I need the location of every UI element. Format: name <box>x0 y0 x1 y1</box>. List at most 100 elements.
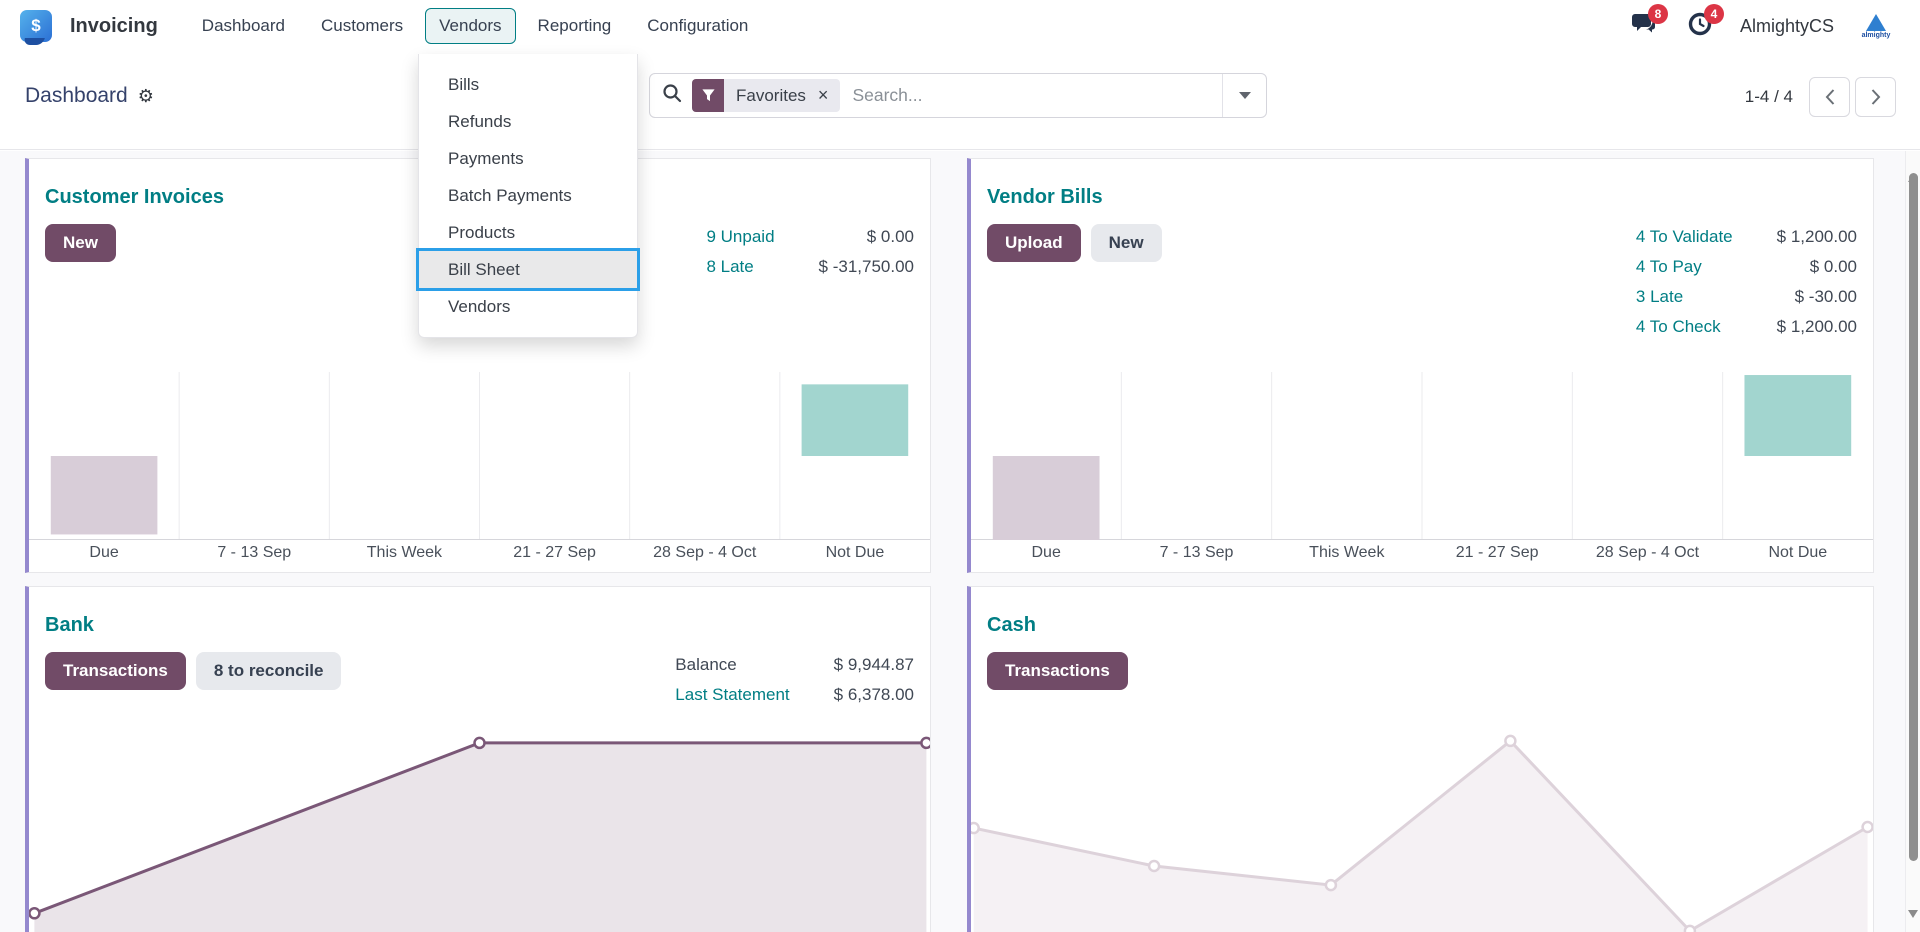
chart-category-label: This Week <box>366 544 443 561</box>
gear-icon[interactable]: ⚙ <box>137 85 154 106</box>
cash-data-point[interactable] <box>1324 878 1338 892</box>
new-bill-button[interactable]: New <box>1090 224 1162 262</box>
bank-balance-chart[interactable] <box>29 736 930 932</box>
filter-icon <box>692 79 724 112</box>
vendor-bills-chart-svg <box>971 372 1873 540</box>
chart-category-label: 21 - 27 Sep <box>1455 544 1539 561</box>
vendors-dropdown-menu: Bills Refunds Payments Batch Payments Pr… <box>418 54 638 338</box>
favorites-filter-chip[interactable]: Favorites × <box>692 79 841 112</box>
almighty-logo-icon <box>1866 13 1886 31</box>
cash-data-point[interactable] <box>1147 859 1161 873</box>
customer-invoices-chart[interactable]: Due 7 - 13 Sep This Week 21 - 27 Sep 28 Sep … <box>29 372 930 566</box>
cash-chart-svg <box>971 734 1873 932</box>
late-invoices-amount: $ -31,750.00 <box>818 257 914 276</box>
bank-transactions-button[interactable]: Transactions <box>45 652 186 690</box>
invoicing-app-icon[interactable]: $ <box>20 10 52 42</box>
late-bills-link[interactable]: 3 Late <box>1635 287 1684 306</box>
chart-category-label: 28 Sep - 4 Oct <box>653 544 757 561</box>
app-name[interactable]: Invoicing <box>70 14 158 37</box>
activities-button[interactable]: 4 <box>1684 4 1724 41</box>
last-statement-amount: $ 6,378.00 <box>833 685 914 704</box>
unpaid-invoices-link[interactable]: 9 Unpaid <box>706 227 775 246</box>
chart-category-label: This Week <box>1309 544 1385 561</box>
menu-item-bill-sheet[interactable]: Bill Sheet <box>419 251 637 288</box>
menu-item-bills[interactable]: Bills <box>448 75 480 94</box>
nav-item-customers[interactable]: Customers <box>320 16 404 35</box>
cash-balance-chart[interactable] <box>971 721 1873 932</box>
messages-button[interactable]: 8 <box>1628 4 1668 41</box>
scrollbar-thumb[interactable] <box>1909 173 1918 861</box>
search-options-toggle[interactable] <box>1222 74 1266 117</box>
card-title-bank[interactable]: Bank <box>45 614 94 636</box>
scrollbar-up-icon[interactable] <box>1908 157 1919 182</box>
menu-item-payments[interactable]: Payments <box>448 149 524 168</box>
to-check-amount: $ 1,200.00 <box>1776 317 1857 336</box>
chevron-left-icon <box>1825 89 1834 105</box>
vertical-scrollbar[interactable] <box>1905 151 1920 932</box>
nav-item-dashboard[interactable]: Dashboard <box>201 16 285 35</box>
new-invoice-button[interactable]: New <box>45 224 116 262</box>
late-bills-amount: $ -30.00 <box>1794 287 1857 306</box>
pager: 1-4 / 4 <box>1745 77 1896 117</box>
to-check-link[interactable]: 4 To Check <box>1635 317 1721 336</box>
bank-data-point[interactable] <box>29 907 41 920</box>
search-icon <box>662 83 682 108</box>
nav-item-configuration[interactable]: Configuration <box>647 16 749 35</box>
search-bar[interactable]: Favorites × <box>649 73 1267 118</box>
menu-item-refunds[interactable]: Refunds <box>448 112 512 131</box>
cash-data-point[interactable] <box>1504 734 1517 748</box>
main-nav: Dashboard Customers Vendors Reporting Co… <box>188 8 763 44</box>
bank-chart-svg <box>29 736 930 932</box>
chart-category-label: Due <box>89 544 119 561</box>
customer-invoices-bar-5[interactable] <box>801 384 909 456</box>
nav-item-reporting[interactable]: Reporting <box>537 16 612 35</box>
pager-previous-button[interactable] <box>1809 77 1850 117</box>
vendor-bills-card: Vendor Bills Upload New 4 To Validate $ … <box>967 158 1874 573</box>
card-title-customer-invoices[interactable]: Customer Invoices <box>45 186 224 208</box>
clock-icon <box>1688 11 1713 41</box>
balance-label: Balance <box>675 655 737 674</box>
cash-data-point[interactable] <box>1683 924 1697 932</box>
chart-category-label: Due <box>1031 544 1061 561</box>
cash-data-point[interactable] <box>1861 820 1873 834</box>
late-invoices-link[interactable]: 8 Late <box>706 257 754 276</box>
nav-item-vendors[interactable]: Vendors <box>425 8 516 44</box>
vendor-bills-chart[interactable]: Due 7 - 13 Sep This Week 21 - 27 Sep 28 Sep … <box>971 372 1873 566</box>
bank-data-point[interactable] <box>473 736 486 750</box>
control-panel: Dashboard ⚙ Favorites × 1-4 / 4 <box>0 52 1920 150</box>
chart-category-label: Not Due <box>825 544 885 561</box>
customer-invoices-bar-0[interactable] <box>50 456 158 535</box>
pager-next-button[interactable] <box>1855 77 1896 117</box>
menu-item-batch-payments[interactable]: Batch Payments <box>448 186 572 205</box>
menu-item-products[interactable]: Products <box>448 223 516 242</box>
menu-item-vendors[interactable]: Vendors <box>448 297 511 316</box>
search-input[interactable] <box>840 85 1222 106</box>
messages-badge: 8 <box>1647 4 1668 24</box>
to-pay-link[interactable]: 4 To Pay <box>1635 257 1702 276</box>
cash-transactions-button[interactable]: Transactions <box>987 652 1128 690</box>
chart-category-label: 21 - 27 Sep <box>513 544 596 561</box>
vendor-bills-bar-0[interactable] <box>992 456 1100 540</box>
scrollbar-down-icon[interactable] <box>1908 910 1919 932</box>
remove-filter-icon[interactable]: × <box>817 85 829 105</box>
chart-category-label: 7 - 13 Sep <box>1159 544 1234 561</box>
card-title-cash[interactable]: Cash <box>987 614 1036 636</box>
card-title-vendor-bills[interactable]: Vendor Bills <box>987 186 1103 208</box>
last-statement-link[interactable]: Last Statement <box>675 685 790 704</box>
reconcile-button[interactable]: 8 to reconcile <box>195 652 342 690</box>
to-validate-link[interactable]: 4 To Validate <box>1635 227 1733 246</box>
avatar-brand-label: almighty <box>1861 31 1891 39</box>
user-avatar[interactable]: almighty <box>1856 8 1896 44</box>
to-validate-amount: $ 1,200.00 <box>1776 227 1857 246</box>
vendor-bills-bar-5[interactable] <box>1744 375 1852 456</box>
customer-invoices-stats: 9 Unpaid $ 0.00 8 Late $ -31,750.00 <box>706 225 914 278</box>
activities-badge: 4 <box>1703 4 1724 24</box>
top-navbar: $ Invoicing Dashboard Customers Vendors … <box>0 0 1920 52</box>
upload-bill-button[interactable]: Upload <box>987 224 1081 262</box>
bank-data-point[interactable] <box>920 736 930 750</box>
user-menu[interactable]: AlmightyCS <box>1739 15 1834 36</box>
filter-chip-label: Favorites <box>736 85 806 105</box>
chart-category-label: 28 Sep - 4 Oct <box>1595 544 1700 561</box>
cash-data-point[interactable] <box>971 821 980 835</box>
